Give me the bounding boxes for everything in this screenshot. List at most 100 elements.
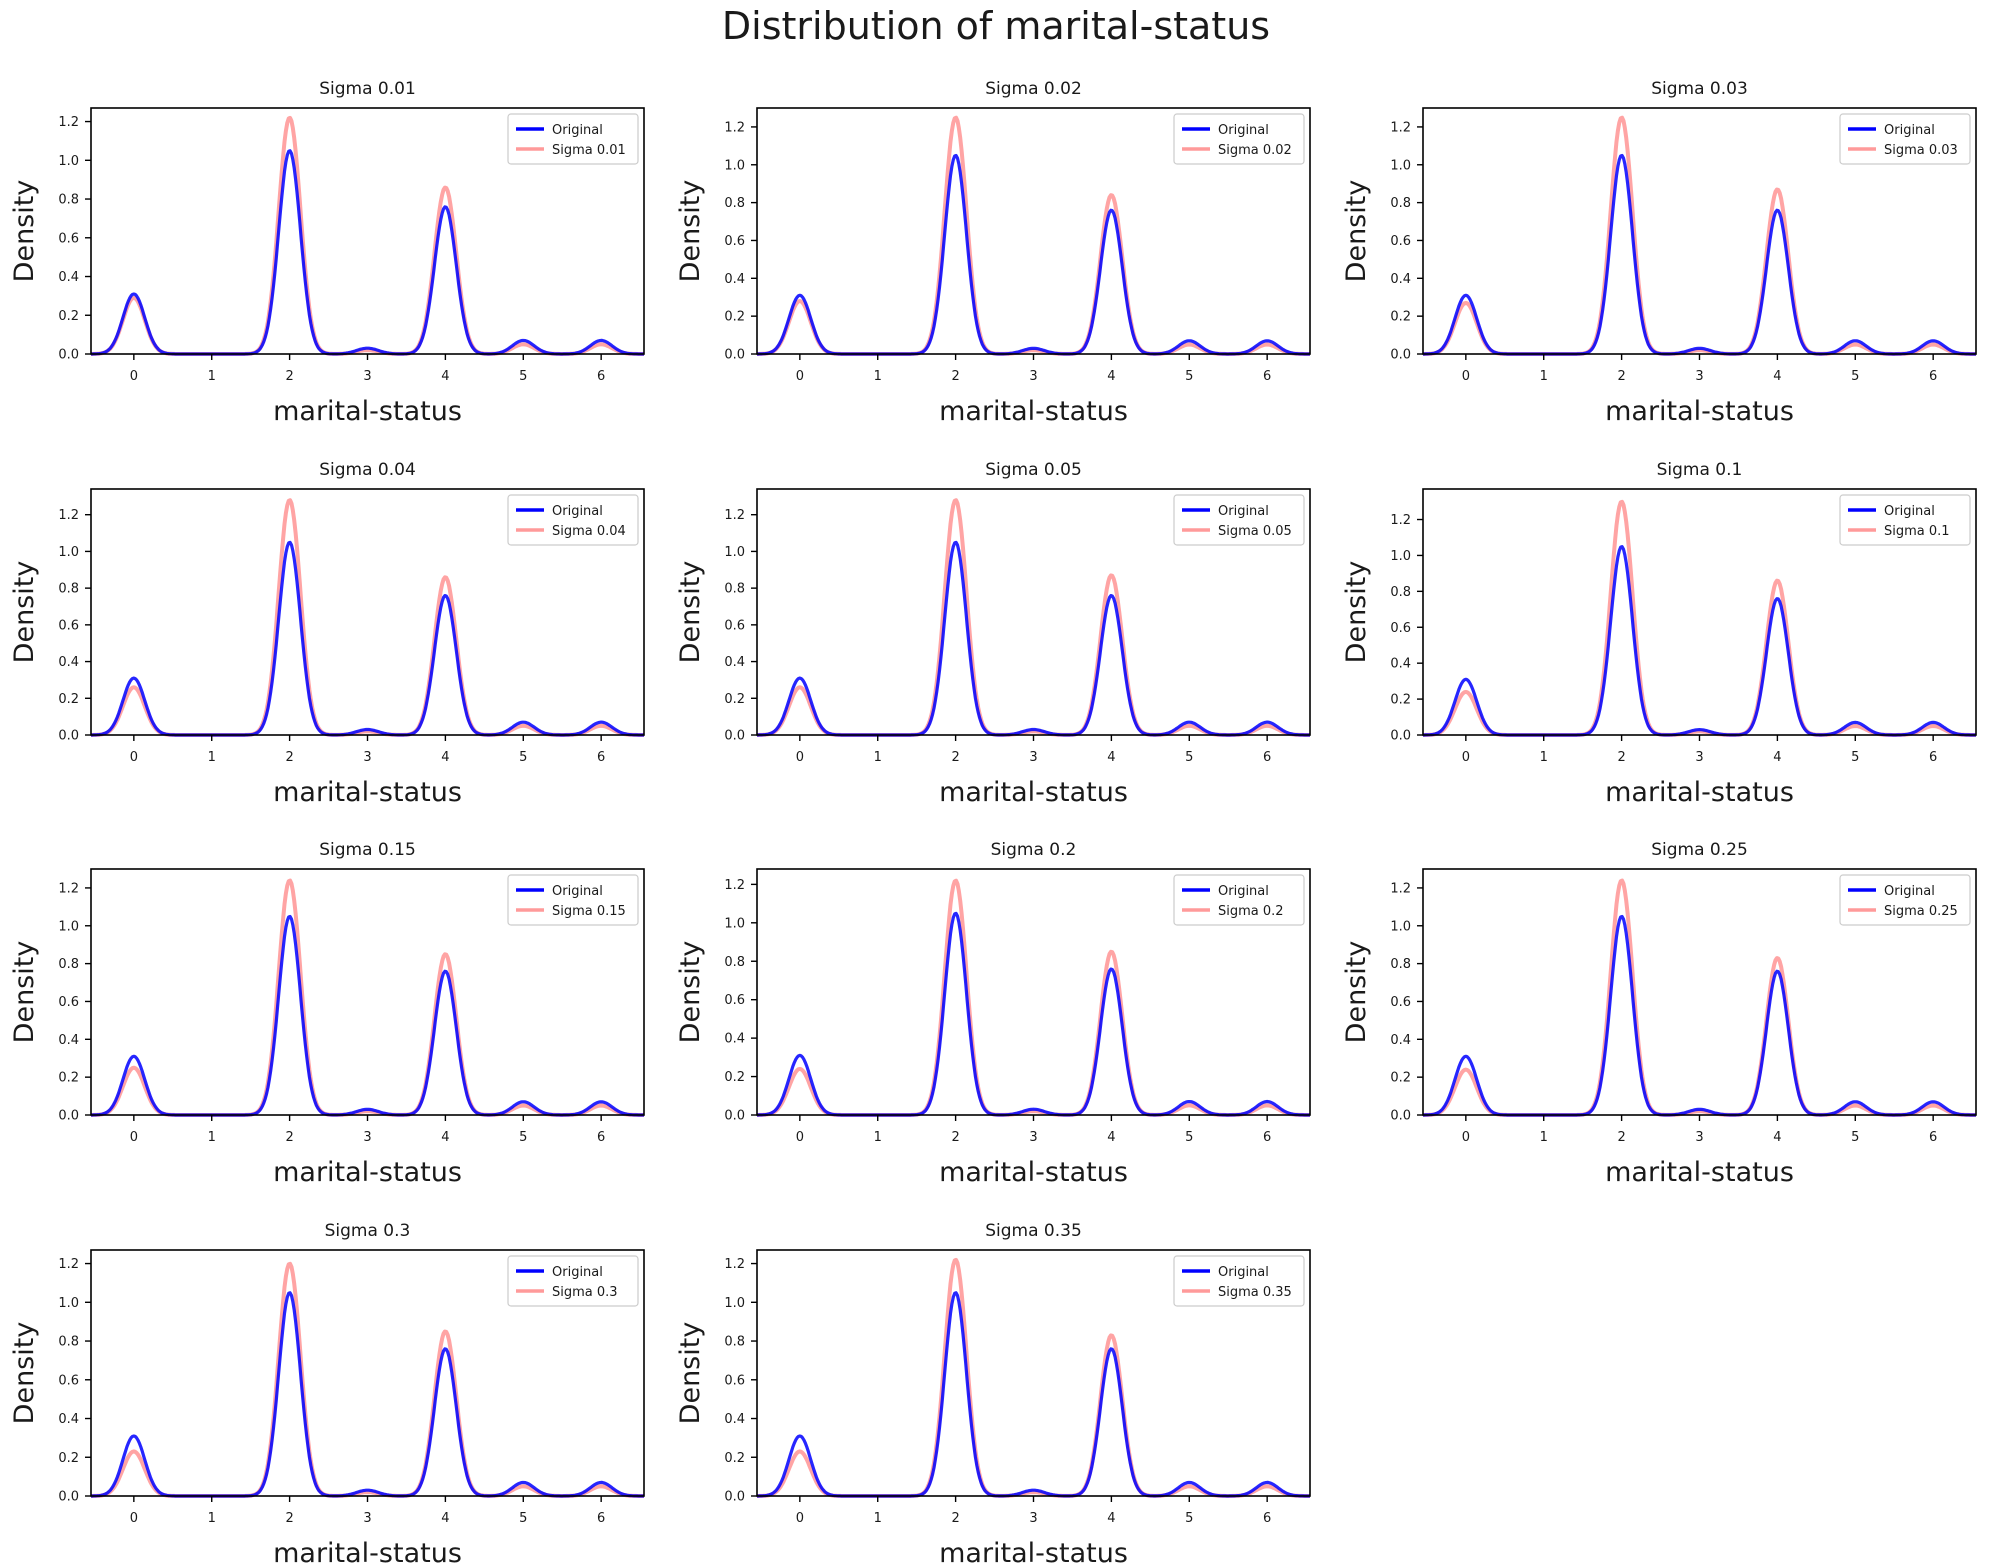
y-axis-label: Density <box>9 561 40 664</box>
legend-label-original: Original <box>1218 1265 1269 1280</box>
subplot-title: Sigma 0.04 <box>319 460 416 480</box>
y-axis-label: Density <box>675 561 706 664</box>
legend-label-noisy: Sigma 0.05 <box>1218 524 1292 539</box>
x-tick-label: 6 <box>1929 369 1937 384</box>
y-tick-label: 1.0 <box>724 916 745 931</box>
y-tick-label: 1.2 <box>724 1257 745 1272</box>
legend-label-original: Original <box>552 504 603 519</box>
x-axis-label: marital-status <box>273 777 462 808</box>
y-tick-label: 1.2 <box>58 115 79 130</box>
y-tick-label: 0.2 <box>58 1071 79 1086</box>
x-tick-label: 1 <box>874 1130 882 1145</box>
y-tick-label: 0.8 <box>58 193 79 208</box>
y-tick-label: 0.0 <box>58 1109 79 1124</box>
x-tick-label: 4 <box>1107 750 1115 765</box>
legend-label-original: Original <box>1884 504 1935 519</box>
subplot-title: Sigma 0.15 <box>319 840 416 860</box>
x-axis-label: marital-status <box>1605 777 1794 808</box>
original-density-line <box>756 540 1311 737</box>
y-axis-label: Density <box>9 941 40 1044</box>
x-tick-label: 6 <box>1263 750 1271 765</box>
y-tick-label: 0.8 <box>724 582 745 597</box>
subplot-title: Sigma 0.05 <box>985 460 1082 480</box>
y-tick-label: 0.6 <box>58 618 79 633</box>
subplot: Sigma 0.03 0 1 2 3 4 5 6 0.0 0.2 0.4 0.6 0.8 1.0 1.2 ma… <box>1341 79 1977 427</box>
legend-box <box>1173 113 1305 165</box>
x-tick-label: 1 <box>208 369 216 384</box>
subplot: Sigma 0.35 0 1 2 3 4 5 6 0.0 0.2 0.4 0.6 0.8 1.0 1.2 ma… <box>675 1221 1311 1566</box>
subplot: Sigma 0.15 0 1 2 3 4 5 6 0.0 0.2 0.4 0.6 0.8 1.0 1.2 ma… <box>9 840 645 1188</box>
x-tick-label: 3 <box>1695 750 1703 765</box>
legend-box <box>1839 874 1971 926</box>
x-tick-label: 2 <box>1617 750 1625 765</box>
y-tick-label: 0.0 <box>58 729 79 744</box>
x-tick-label: 6 <box>597 369 605 384</box>
original-density-line <box>90 149 645 356</box>
y-tick-label: 0.6 <box>724 234 745 249</box>
subplot: Sigma 0.2 0 1 2 3 4 5 6 0.0 0.2 0.4 0.6 0.8 1.0 1.2 mar… <box>675 840 1311 1188</box>
x-tick-label: 5 <box>519 1130 527 1145</box>
y-tick-label: 1.2 <box>724 120 745 135</box>
subplot-title: Sigma 0.3 <box>325 1221 411 1241</box>
x-tick-label: 2 <box>951 1130 959 1145</box>
x-tick-label: 4 <box>441 1511 449 1526</box>
y-tick-label: 1.2 <box>1390 881 1411 896</box>
x-tick-label: 0 <box>130 369 138 384</box>
y-tick-label: 0.8 <box>1390 957 1411 972</box>
y-tick-label: 0.0 <box>724 1109 745 1124</box>
x-axis-label: marital-status <box>1605 1157 1794 1188</box>
legend-label-noisy: Sigma 0.2 <box>1218 904 1284 919</box>
x-tick-label: 6 <box>597 1511 605 1526</box>
y-tick-label: 1.2 <box>724 878 745 893</box>
original-density-line <box>756 1291 1311 1498</box>
y-tick-label: 1.2 <box>58 1257 79 1272</box>
y-tick-label: 0.4 <box>58 270 79 285</box>
y-tick-label: 0.4 <box>1390 657 1411 672</box>
subplot: Sigma 0.01 0 1 2 3 4 5 6 0.0 0.2 0.4 0.6 0.8 1.0 1.2 ma… <box>9 79 645 427</box>
x-tick-label: 1 <box>874 1511 882 1526</box>
y-axis-label: Density <box>9 1322 40 1425</box>
y-axis-label: Density <box>675 180 706 283</box>
legend-label-original: Original <box>552 1265 603 1280</box>
y-tick-label: 1.2 <box>58 508 79 523</box>
x-tick-label: 2 <box>1617 1130 1625 1145</box>
x-tick-label: 3 <box>363 1130 371 1145</box>
legend-label-noisy: Sigma 0.02 <box>1218 143 1292 158</box>
x-tick-label: 0 <box>1462 1130 1470 1145</box>
x-tick-label: 5 <box>519 750 527 765</box>
y-tick-label: 1.2 <box>724 508 745 523</box>
y-tick-label: 1.0 <box>1390 549 1411 564</box>
x-tick-label: 2 <box>951 750 959 765</box>
legend-label-original: Original <box>1218 123 1269 138</box>
x-tick-label: 5 <box>1851 750 1859 765</box>
y-tick-label: 0.2 <box>1390 693 1411 708</box>
subplot-title: Sigma 0.02 <box>985 79 1082 99</box>
y-tick-label: 0.4 <box>58 1033 79 1048</box>
y-tick-label: 0.8 <box>58 957 79 972</box>
y-tick-label: 0.4 <box>58 655 79 670</box>
x-tick-label: 6 <box>597 750 605 765</box>
legend-box <box>1839 113 1971 165</box>
x-tick-label: 1 <box>208 1130 216 1145</box>
subplot: Sigma 0.04 0 1 2 3 4 5 6 0.0 0.2 0.4 0.6 0.8 1.0 1.2 ma… <box>9 460 645 808</box>
x-axis-label: marital-status <box>939 1538 1128 1566</box>
x-axis-label: marital-status <box>1605 396 1794 427</box>
x-axis-label: marital-status <box>939 396 1128 427</box>
x-tick-label: 1 <box>874 369 882 384</box>
x-tick-label: 3 <box>363 750 371 765</box>
x-tick-label: 6 <box>1929 750 1937 765</box>
y-tick-label: 0.6 <box>724 618 745 633</box>
y-tick-label: 0.8 <box>58 582 79 597</box>
legend-box <box>507 113 639 165</box>
x-tick-label: 5 <box>1185 1511 1193 1526</box>
x-tick-label: 4 <box>441 369 449 384</box>
y-tick-label: 0.4 <box>1390 272 1411 287</box>
y-tick-label: 1.0 <box>724 545 745 560</box>
y-tick-label: 0.8 <box>1390 196 1411 211</box>
subplot: Sigma 0.02 0 1 2 3 4 5 6 0.0 0.2 0.4 0.6 0.8 1.0 1.2 ma… <box>675 79 1311 427</box>
legend-label-original: Original <box>1218 884 1269 899</box>
x-tick-label: 2 <box>285 1130 293 1145</box>
y-tick-label: 1.0 <box>58 545 79 560</box>
y-tick-label: 0.8 <box>1390 585 1411 600</box>
x-tick-label: 0 <box>1462 369 1470 384</box>
